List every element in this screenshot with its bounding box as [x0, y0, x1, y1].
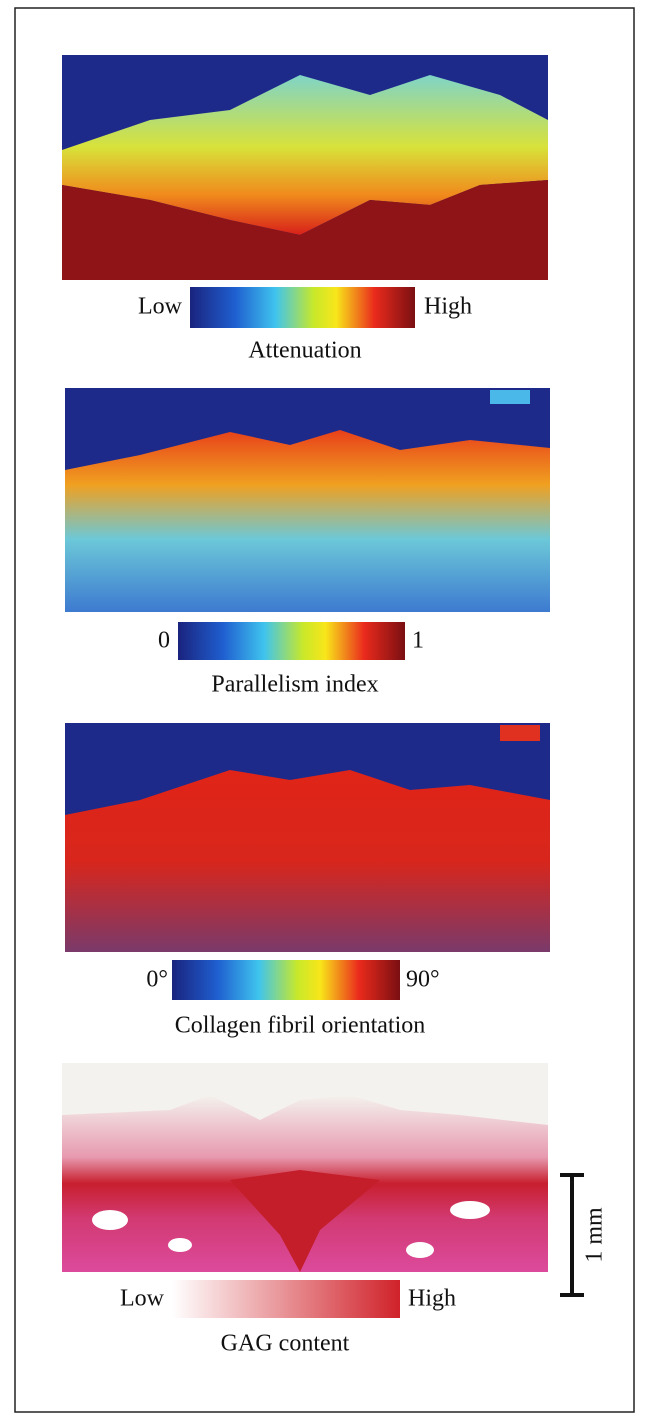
colorbar-low: Low [120, 1286, 165, 1312]
colorbar-low: Low [138, 294, 183, 320]
colorbar-high: High [424, 294, 472, 320]
colorbar [172, 960, 400, 1000]
colorbar [190, 287, 415, 328]
scale-bar [560, 1173, 584, 1297]
colorbar-low: 0 [158, 628, 170, 654]
gag-histology [62, 1063, 548, 1272]
frame [14, 7, 635, 1413]
orientation-map [65, 723, 550, 952]
colorbar [178, 622, 405, 660]
parallelism-map [65, 388, 550, 612]
colorbar-high: 90° [406, 967, 440, 993]
colorbar [172, 1280, 400, 1318]
colorbar-high: High [408, 1286, 456, 1312]
colorbar-high: 1 [412, 628, 424, 654]
colorbar-low: 0° [146, 967, 168, 993]
scale-bar-label: 1 mm [582, 1207, 608, 1263]
panel-label: Collagen fibril orientation [175, 1013, 426, 1039]
panel-label: Attenuation [248, 338, 361, 364]
panel-label: GAG content [221, 1331, 350, 1357]
attenuation-map [62, 55, 548, 280]
panel-label: Parallelism index [211, 672, 378, 698]
